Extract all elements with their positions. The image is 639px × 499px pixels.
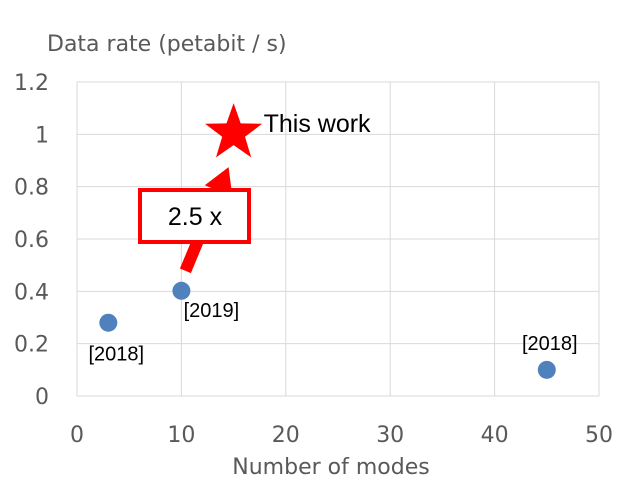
y-axis-title: Data rate (petabit / s)	[47, 32, 287, 57]
data-point-label: [2018]	[522, 333, 578, 355]
data-point	[172, 281, 191, 300]
data-points: [2018] [2019] [2018]	[89, 281, 578, 379]
highlight-mark: This work	[205, 103, 371, 158]
highlight-star	[205, 103, 263, 158]
data-point	[99, 313, 118, 332]
data-point-label: [2019]	[184, 300, 240, 322]
data-point	[537, 360, 556, 379]
callout-box: 2.5 x	[138, 188, 251, 244]
x-tick-label: 50	[585, 423, 613, 448]
y-tick-label: 1	[35, 123, 49, 148]
callout-frame	[138, 188, 251, 244]
data-point-label: [2018]	[89, 344, 145, 366]
y-tick-label: 0.8	[14, 176, 49, 201]
y-tick-label: 0.4	[14, 280, 49, 305]
chart-grid	[76, 81, 600, 397]
x-tick-label: 10	[167, 423, 195, 448]
y-tick-label: 0	[35, 385, 49, 410]
x-tick-label: 30	[376, 423, 404, 448]
axis-ticks: 0 10 20 30 40 50 0 0.2 0.4 0.6 0.8 1 1.2	[14, 71, 613, 448]
y-tick-label: 0.6	[14, 228, 49, 253]
x-axis-title: Number of modes	[232, 455, 429, 480]
callout-text: 2.5 x	[168, 203, 223, 231]
x-tick-label: 0	[70, 423, 84, 448]
x-tick-label: 20	[272, 423, 300, 448]
y-tick-label: 0.2	[14, 333, 49, 358]
x-tick-label: 40	[481, 423, 509, 448]
y-tick-label: 1.2	[14, 71, 49, 96]
highlight-label: This work	[264, 110, 371, 138]
